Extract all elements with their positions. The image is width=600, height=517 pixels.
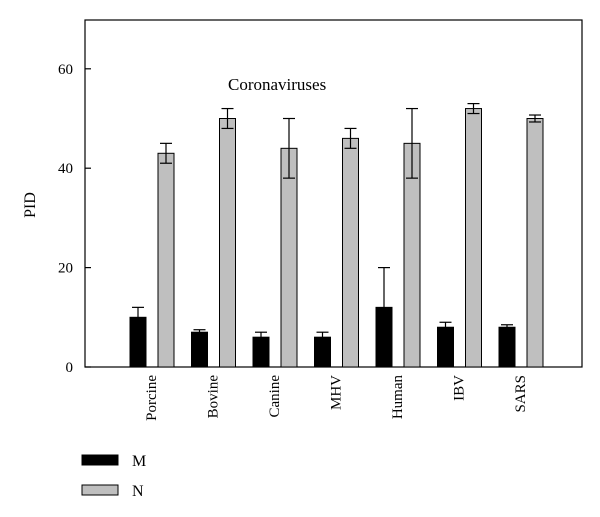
y-tick-label: 60 [58, 62, 73, 78]
x-tick-label: MHV [329, 375, 345, 410]
plot-frame [84, 19, 583, 368]
legend-swatch-n [81, 484, 119, 496]
x-tick-label: Porcine [144, 375, 160, 421]
bar-n [526, 118, 544, 368]
bars [129, 108, 544, 368]
x-tick-label: Human [390, 375, 406, 420]
bar-n [280, 147, 298, 368]
x-axis-labels: Porcine Bovine Canine MHV Human IBV SARS [144, 375, 529, 421]
y-tick-label: 0 [66, 360, 74, 376]
bar-n [157, 152, 175, 368]
legend: MN [81, 453, 146, 500]
y-tick-label: 20 [58, 261, 73, 277]
bar-n [219, 118, 236, 368]
x-tick-label: Bovine [206, 375, 222, 419]
bar-n [465, 108, 482, 368]
x-tick-label: SARS [513, 375, 529, 413]
error-bars [132, 102, 541, 348]
y-axis: 0 20 40 60 [58, 62, 91, 376]
bar-m [191, 331, 208, 368]
x-tick-label: Canine [267, 375, 283, 418]
legend-swatch-m [81, 454, 119, 466]
legend-label-m: M [132, 453, 146, 470]
bar-n [342, 137, 359, 368]
y-axis-title: PID [22, 192, 39, 218]
x-tick-label: IBV [452, 375, 468, 401]
y-tick-label: 40 [58, 161, 73, 177]
legend-label-n: N [132, 483, 144, 500]
bar-m [437, 326, 454, 368]
chart-annotation: Coronaviruses [228, 75, 326, 94]
bar-m [498, 326, 516, 368]
